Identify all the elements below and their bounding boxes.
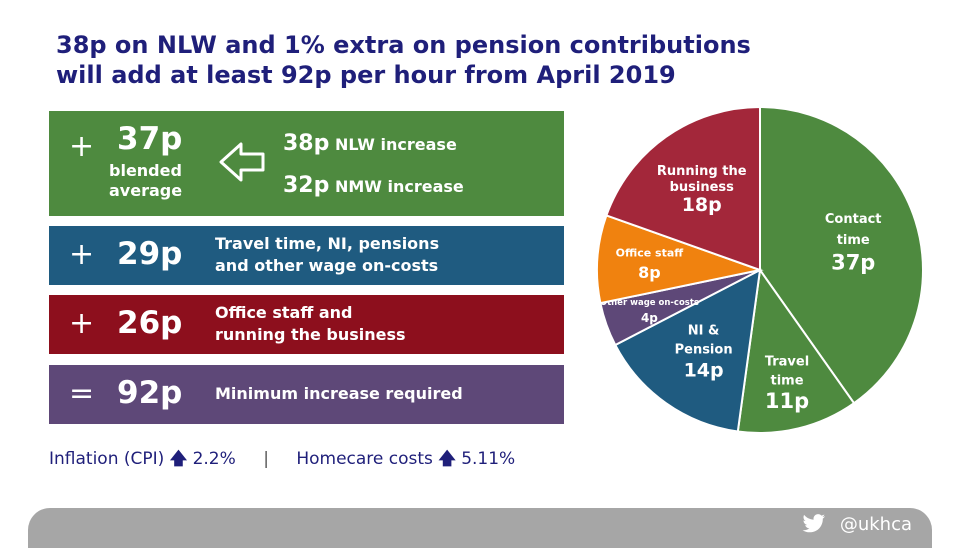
- pie-slice-label: NI & Pension 14p: [675, 323, 733, 381]
- plus-sign: +: [69, 237, 95, 272]
- up-arrow-icon: 🡅: [438, 449, 456, 469]
- oncosts-desc-line-2: and other wage on-costs: [215, 256, 439, 275]
- blended-average-label: blended average: [109, 161, 183, 201]
- pie-category-label: Other wage on-costs: [600, 298, 699, 308]
- pie-category-label: time: [837, 233, 870, 248]
- total-amount: 92p: [117, 375, 183, 411]
- pie-value-label: 14p: [684, 359, 724, 381]
- pie-slice-label: Other wage on-costs 4p: [600, 298, 699, 325]
- inflation-footer: Inflation (CPI) 🡅 2.2% | Homecare costs …: [49, 446, 515, 475]
- up-arrow-icon: 🡅: [169, 449, 188, 469]
- pie-value-label: 18p: [682, 194, 722, 216]
- pie-category-label: Contact: [825, 212, 882, 227]
- oncosts-box: + 29p Travel time, NI, pensions and othe…: [49, 226, 564, 285]
- title-line-2: will add at least 92p per hour from Apri…: [56, 61, 676, 89]
- nmw-increase-line: 32p NMW increase: [283, 173, 464, 198]
- blended-line-1: blended: [109, 161, 182, 180]
- office-desc-line-2: running the business: [215, 325, 406, 344]
- handle-text: @ukhca: [839, 514, 912, 535]
- bottom-bar: @ukhca: [28, 508, 932, 548]
- pie-value-label: 37p: [831, 250, 875, 274]
- pie-slice: [613, 268, 762, 433]
- oncosts-description: Travel time, NI, pensions and other wage…: [215, 233, 439, 277]
- pie-category-label: Running the: [657, 164, 747, 179]
- pie-slice-label: Contact time 37p: [825, 212, 882, 274]
- nmw-amount: 32p: [283, 173, 330, 198]
- office-desc-line-1: Office staff and: [215, 303, 353, 322]
- pie-value-label: 8p: [638, 263, 661, 282]
- blended-amount: 37p: [117, 121, 183, 157]
- nlw-label: NLW increase: [334, 135, 457, 154]
- equals-sign: =: [69, 376, 95, 411]
- pie-value-label: 4p: [641, 311, 658, 325]
- pie-category-label: business: [670, 180, 735, 195]
- pie-category-label: Pension: [675, 342, 733, 357]
- pie-category-label: NI &: [688, 323, 720, 338]
- nlw-amount: 38p: [283, 131, 330, 156]
- total-box: = 92p Minimum increase required: [49, 365, 564, 424]
- pie-value-label: 11p: [765, 389, 809, 413]
- pie-slice-label: Office staff 8p: [616, 246, 684, 282]
- plus-sign: +: [69, 129, 95, 164]
- homecare-value: 5.11%: [461, 449, 516, 469]
- total-description: Minimum increase required: [215, 384, 463, 403]
- twitter-handle[interactable]: @ukhca: [802, 514, 912, 535]
- pie-category-label: Office staff: [616, 246, 684, 259]
- office-amount: 26p: [117, 305, 183, 341]
- inflation-value: 2.2%: [192, 449, 236, 469]
- nlw-increase-box: + 37p blended average 38p NLW increase 3…: [49, 111, 564, 216]
- pie-slice: [736, 267, 856, 434]
- nlw-increase-line: 38p NLW increase: [283, 131, 457, 156]
- twitter-bird-icon: [802, 514, 826, 533]
- oncosts-desc-line-1: Travel time, NI, pensions: [215, 234, 440, 253]
- office-description: Office staff and running the business: [215, 302, 406, 346]
- pie-category-label: Travel: [765, 354, 809, 369]
- page-title: 38p on NLW and 1% extra on pension contr…: [56, 30, 751, 90]
- pie-slice: [596, 214, 764, 305]
- plus-sign: +: [69, 306, 95, 341]
- pie-slice: [759, 105, 924, 405]
- nmw-label: NMW increase: [334, 177, 464, 196]
- pie-slice: [605, 105, 761, 272]
- oncosts-amount: 29p: [117, 236, 183, 272]
- homecare-label: Homecare costs: [296, 449, 433, 469]
- blended-line-2: average: [109, 181, 183, 200]
- inflation-label: Inflation (CPI): [49, 449, 165, 469]
- office-box: + 26p Office staff and running the busin…: [49, 295, 564, 354]
- pie-category-label: time: [770, 373, 803, 388]
- title-line-1: 38p on NLW and 1% extra on pension contr…: [56, 31, 751, 59]
- footer-separator: |: [263, 449, 269, 469]
- left-arrow-icon: [219, 142, 265, 182]
